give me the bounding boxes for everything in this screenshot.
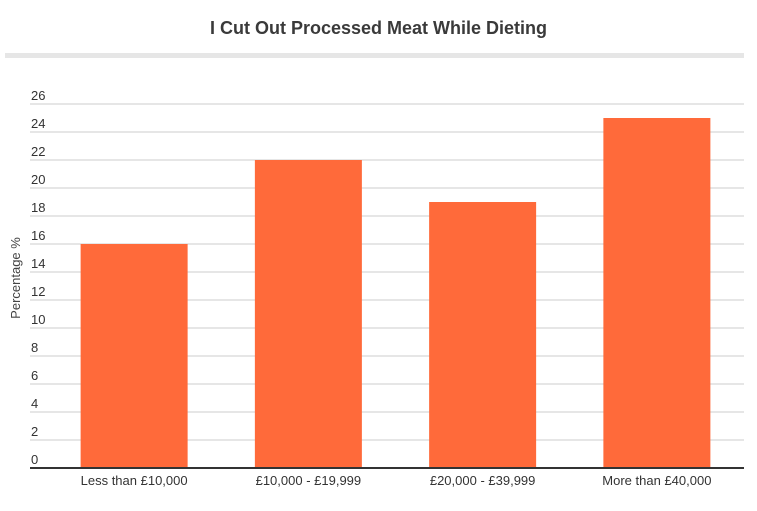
y-tick-label: 14 bbox=[31, 256, 45, 271]
y-axis-label: Percentage % bbox=[8, 237, 23, 319]
x-category-label: £10,000 - £19,999 bbox=[256, 473, 362, 488]
bar bbox=[254, 160, 362, 468]
title-divider bbox=[5, 53, 744, 58]
x-category-label: Less than £10,000 bbox=[81, 473, 188, 488]
x-category-label: £20,000 - £39,999 bbox=[430, 473, 536, 488]
y-tick-label: 6 bbox=[31, 368, 38, 383]
y-tick-label: 12 bbox=[31, 284, 45, 299]
x-category-label: More than £40,000 bbox=[602, 473, 711, 488]
bar bbox=[429, 202, 537, 468]
y-tick-label: 22 bbox=[31, 144, 45, 159]
bar bbox=[603, 118, 711, 468]
y-tick-label: 4 bbox=[31, 396, 38, 411]
y-tick-label: 24 bbox=[31, 116, 45, 131]
y-tick-label: 16 bbox=[31, 228, 45, 243]
chart-title: I Cut Out Processed Meat While Dieting bbox=[209, 18, 548, 38]
y-tick-label: 18 bbox=[31, 200, 45, 215]
y-tick-label: 8 bbox=[31, 340, 38, 355]
y-tick-label: 2 bbox=[31, 424, 38, 439]
y-tick-label: 0 bbox=[31, 452, 38, 467]
y-tick-label: 10 bbox=[31, 312, 45, 327]
bar bbox=[80, 244, 188, 468]
y-tick-label: 26 bbox=[31, 88, 45, 103]
x-axis-categories: Less than £10,000 £10,000 - £19,999 £20,00… bbox=[81, 473, 712, 488]
bars bbox=[80, 118, 711, 468]
y-tick-label: 20 bbox=[31, 172, 45, 187]
